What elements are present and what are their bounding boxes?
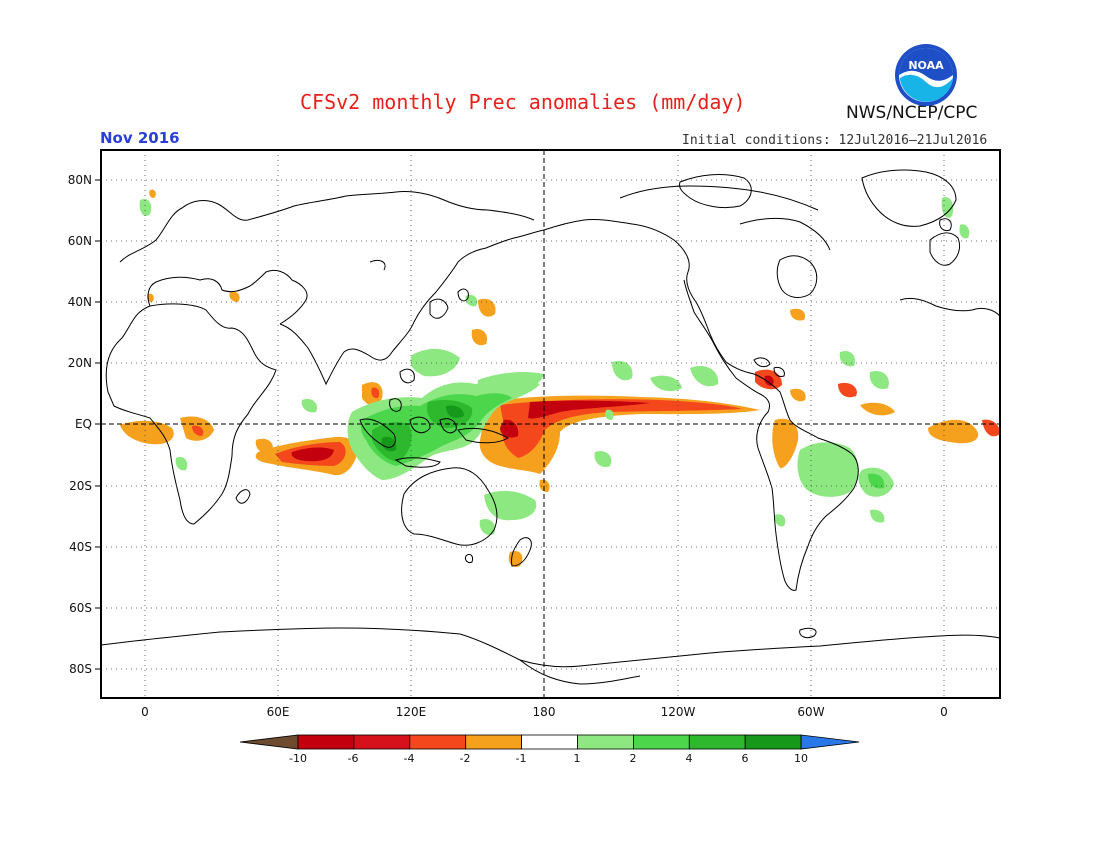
dry-anomaly-central-pacific-peak — [528, 400, 650, 419]
colorbar-min-arrow — [239, 734, 299, 750]
initial-conditions: Initial conditions: 12Jul2016–21Jul2016 — [682, 133, 988, 148]
colorbar-swatch — [465, 734, 523, 750]
colorbar — [239, 734, 860, 750]
colorbar-label: 1 — [574, 752, 581, 765]
coastlines — [101, 169, 1000, 685]
noaa-logo-icon: NOAA — [895, 44, 957, 106]
dry-anomaly-central-pacific-core — [500, 399, 742, 458]
colorbar-label: 2 — [630, 752, 637, 765]
colorbar-swatch — [521, 734, 578, 750]
lon-labels: 0 60E 120E 180 120W 60W 0 — [141, 705, 948, 719]
lon-label: 0 — [940, 705, 948, 719]
colorbar-labels: -10 -6 -4 -2 -1 1 2 4 6 10 — [289, 752, 808, 765]
colorbar-label: 6 — [742, 752, 749, 765]
colorbar-label: -6 — [348, 752, 359, 765]
lat-label: 80N — [68, 173, 92, 187]
logo-text: NOAA — [908, 59, 944, 72]
lat-ticks — [95, 179, 101, 670]
colorbar-label: 10 — [794, 752, 808, 765]
lat-label: 80S — [69, 662, 92, 676]
map-title: CFSv2 monthly Prec anomalies (mm/day) — [300, 90, 746, 114]
colorbar-label: -1 — [516, 752, 527, 765]
lon-label: 120E — [396, 705, 427, 719]
colorbar-label: -10 — [289, 752, 307, 765]
lon-label: 60W — [797, 705, 824, 719]
lat-label: 20N — [68, 356, 92, 370]
colorbar-swatch — [409, 734, 467, 750]
colorbar-swatch — [297, 734, 355, 750]
lat-label: 20S — [69, 479, 92, 493]
colorbar-swatch — [577, 734, 634, 750]
lon-label: 120W — [661, 705, 696, 719]
lat-labels: 80N 60N 40N 20N EQ 20S 40S 60S 80S — [68, 173, 92, 676]
dry-anomaly-atlantic-africa — [120, 420, 174, 445]
colorbar-max-arrow — [800, 734, 860, 750]
forecast-month: Nov 2016 — [100, 129, 180, 147]
lat-label: 40N — [68, 295, 92, 309]
colorbar-swatch — [744, 734, 802, 750]
lat-label: 60N — [68, 234, 92, 248]
lat-label: 60S — [69, 601, 92, 615]
wet-anomaly-south-america — [797, 442, 859, 497]
colorbar-swatch — [353, 734, 411, 750]
lat-label: EQ — [75, 417, 92, 431]
colorbar-label: -2 — [460, 752, 471, 765]
colorbar-label: 4 — [686, 752, 693, 765]
colorbar-swatch — [633, 734, 690, 750]
lon-label: 0 — [141, 705, 149, 719]
lon-label: 180 — [533, 705, 556, 719]
dry-anomaly-east-atlantic — [928, 419, 979, 444]
lon-label: 60E — [267, 705, 290, 719]
colorbar-label: -4 — [404, 752, 415, 765]
lat-label: 40S — [69, 540, 92, 554]
agency-label: NWS/NCEP/CPC — [846, 103, 978, 123]
colorbar-swatch — [688, 734, 746, 750]
